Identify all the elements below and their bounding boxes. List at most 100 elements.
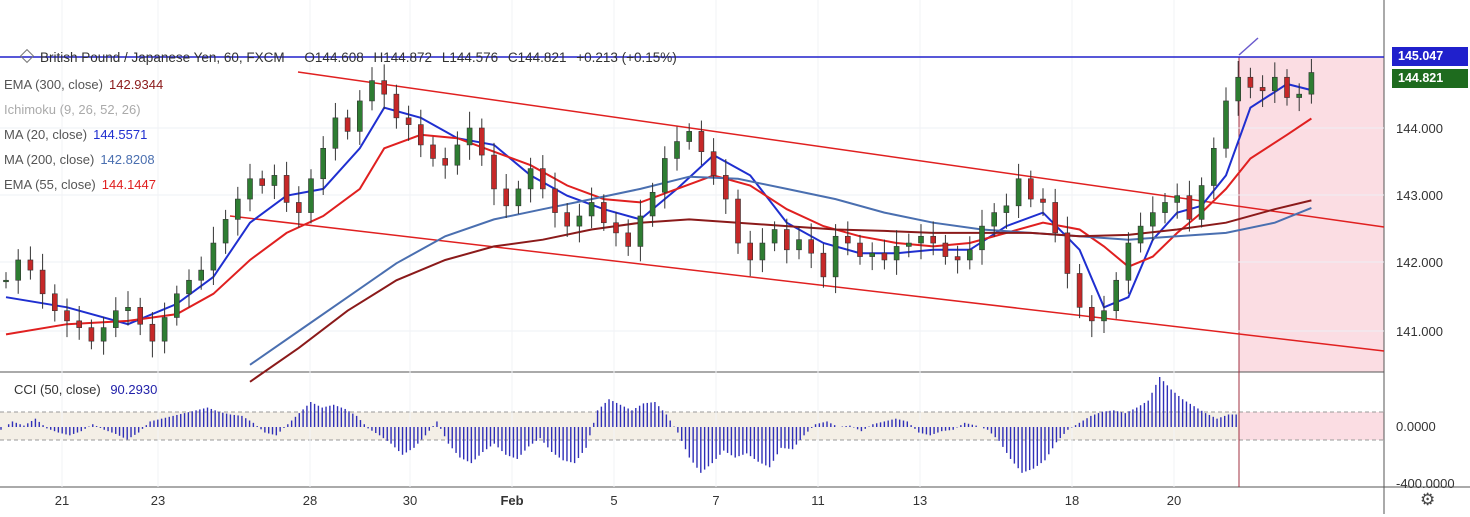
candle-body	[417, 124, 424, 146]
ohlc-values: O144.608 H144.872 L144.576 C144.821 +0.2…	[304, 50, 682, 65]
candle-body	[1113, 279, 1119, 312]
candle-body	[918, 235, 924, 244]
trend-ray	[1238, 37, 1259, 56]
candle-body	[979, 225, 985, 251]
legend-ma200-value: 142.8208	[100, 152, 155, 167]
x-tick-label: 30	[403, 493, 417, 508]
candle-body	[942, 242, 949, 257]
y-tick-label: 143.000	[1396, 188, 1443, 203]
candle-body	[356, 100, 363, 132]
candle-body	[491, 154, 497, 190]
cci-tick-label: -400.0000	[1396, 476, 1455, 491]
candle-body	[588, 202, 595, 217]
y-tick-label: 144.000	[1396, 121, 1443, 136]
candle-body	[649, 191, 656, 217]
legend-ema300[interactable]: EMA (300, close) 142.9344	[4, 72, 163, 97]
candle-body	[771, 229, 778, 244]
y-tick-label: 141.000	[1396, 324, 1443, 339]
candle-body	[198, 269, 204, 281]
candle-body	[1015, 178, 1022, 207]
x-tick-label: 11	[811, 493, 825, 508]
candle-body	[405, 117, 412, 125]
x-tick-label: 5	[610, 493, 617, 508]
candle-body	[320, 148, 327, 180]
candle-body	[247, 178, 253, 200]
cci-label: CCI (50, close)	[14, 382, 101, 397]
candle-body	[857, 242, 863, 257]
candle-body	[1003, 205, 1010, 213]
cci-band	[0, 412, 1239, 440]
cci-projection-zone	[1239, 412, 1384, 440]
candle-body	[881, 252, 888, 261]
candle-body	[27, 259, 34, 271]
candle-body	[137, 307, 143, 325]
candle-body	[552, 188, 558, 213]
candle-body	[161, 317, 168, 342]
legend-ma20[interactable]: MA (20, close) 144.5571	[4, 122, 163, 147]
x-tick-label: 13	[913, 493, 927, 508]
candle-body	[369, 80, 375, 102]
cci-value: 90.2930	[110, 382, 158, 397]
gear-icon[interactable]: ⚙	[1420, 490, 1436, 509]
candle-body	[478, 127, 485, 156]
candle-body	[698, 131, 705, 152]
candle-body	[283, 175, 290, 203]
candle-body	[893, 246, 900, 261]
candle-body	[64, 310, 70, 322]
candle-body	[76, 320, 82, 328]
candle-body	[637, 215, 644, 247]
cci-legend[interactable]: CCI (50, close) 90.2930	[14, 382, 157, 397]
legend-ichimoku-label: Ichimoku (9, 26, 52, 26)	[4, 102, 141, 117]
candle-body	[381, 80, 388, 95]
high-value: H144.872	[373, 50, 433, 65]
x-tick-label: 7	[712, 493, 719, 508]
candle-body	[1211, 148, 1217, 186]
candle-body	[832, 235, 839, 278]
projection-zone	[1239, 57, 1384, 372]
candle-body	[844, 235, 851, 244]
legend-ichimoku[interactable]: Ichimoku (9, 26, 52, 26)	[4, 97, 163, 122]
candle-body	[88, 327, 95, 342]
candle-body	[15, 259, 21, 281]
candle-body	[674, 141, 680, 159]
legend-ma200[interactable]: MA (200, close) 142.8208	[4, 147, 163, 172]
candle-body	[796, 239, 802, 251]
candle-body	[503, 188, 510, 207]
candle-body	[259, 178, 266, 186]
candle-body	[905, 242, 912, 247]
candle-body	[125, 307, 131, 312]
candle-body	[113, 310, 119, 328]
candle-body	[686, 131, 693, 142]
candle-body	[808, 239, 815, 254]
legend-ema300-label: EMA (300, close)	[4, 77, 103, 92]
candle-body	[930, 235, 937, 244]
candle-body	[430, 144, 436, 159]
open-value: O144.608	[304, 50, 364, 65]
legend-ema300-value: 142.9344	[109, 77, 164, 92]
candle-body	[1162, 202, 1168, 213]
candle-body	[747, 242, 754, 261]
candle-body	[783, 229, 790, 251]
candle-body	[442, 158, 449, 166]
candle-body	[1040, 198, 1046, 203]
candle-body	[222, 219, 229, 244]
candle-body	[1064, 232, 1071, 274]
line-price-tag: 145.047	[1392, 47, 1468, 66]
candle-body	[710, 151, 717, 176]
candle-body	[1198, 185, 1205, 220]
candle-body	[1235, 76, 1241, 102]
legend-ma20-value: 144.5571	[93, 127, 148, 142]
candle-body	[39, 269, 46, 295]
candle-body	[1296, 93, 1302, 98]
candle-body	[735, 198, 741, 244]
candle-body	[954, 256, 961, 261]
candle-body	[210, 242, 217, 271]
legend-ema55[interactable]: EMA (55, close) 144.1447	[4, 172, 163, 197]
legend-ema55-label: EMA (55, close)	[4, 177, 96, 192]
close-value: C144.821	[507, 50, 567, 65]
candle-body	[1150, 212, 1156, 227]
series-line	[5, 117, 1312, 336]
collapse-icon[interactable]	[19, 48, 35, 64]
